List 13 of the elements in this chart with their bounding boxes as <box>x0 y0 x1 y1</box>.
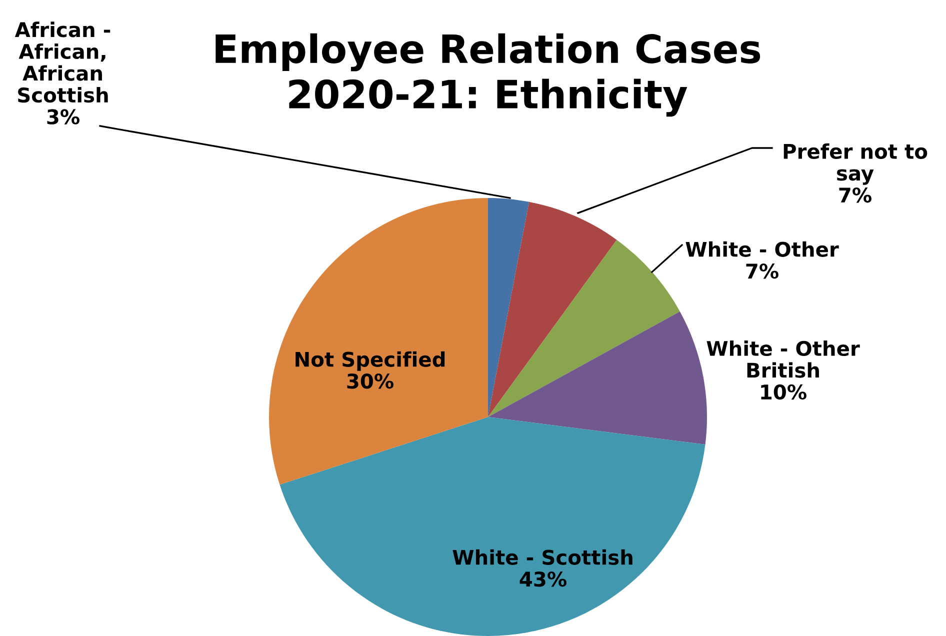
data-label: 10% <box>761 384 806 400</box>
slice-label: African - African, African Scottish <box>14 22 110 103</box>
slice-label: White - Scottish <box>452 549 632 565</box>
text: Employee Relation Cases 2020-21: Ethnicity <box>216 33 760 117</box>
data-label: 43% <box>520 572 566 587</box>
data-label: 7% <box>746 264 778 279</box>
data-label: 30% <box>347 374 394 389</box>
slice-label: Not Specified <box>296 351 445 371</box>
data-label: 3% <box>47 109 80 124</box>
slice-label: Prefer not to say <box>784 143 928 185</box>
slice-label: White - Other British <box>706 340 860 378</box>
slice-label: White - Other <box>686 241 839 257</box>
data-label: 7% <box>839 187 872 203</box>
